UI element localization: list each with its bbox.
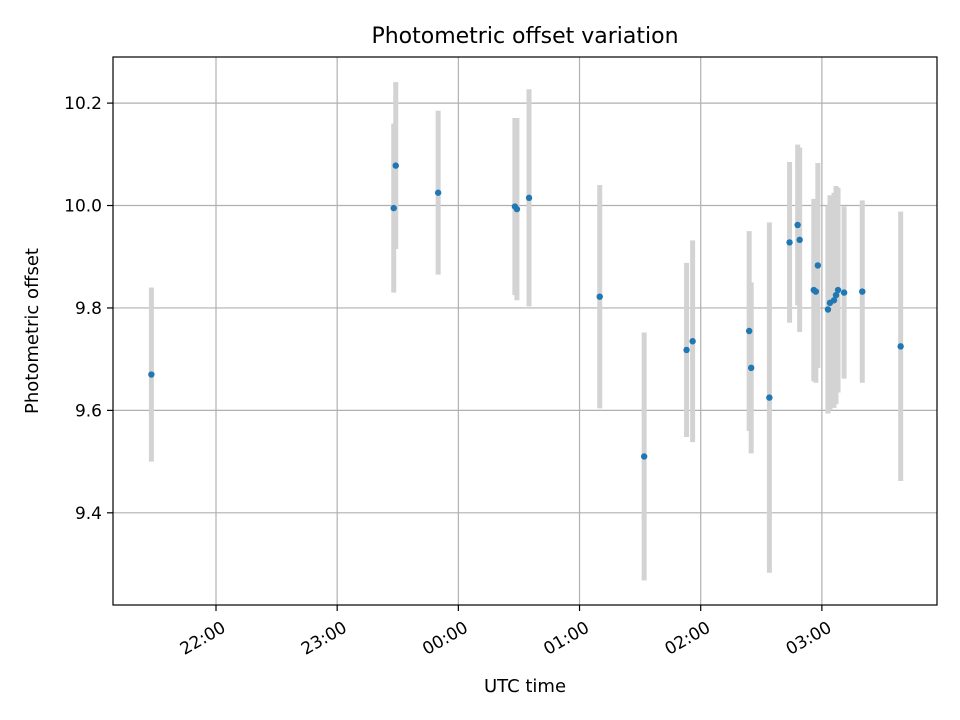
data-point	[832, 291, 840, 299]
y-tick-label: 10.0	[64, 197, 102, 217]
y-tick-label: 9.4	[75, 504, 102, 524]
x-tick-label: 22:00	[177, 618, 229, 660]
data-point	[148, 371, 155, 378]
y-tick-label: 9.8	[75, 299, 102, 319]
data-point	[830, 297, 838, 304]
data-point	[766, 394, 773, 401]
data-point	[640, 453, 648, 460]
data-point	[434, 189, 442, 196]
x-tick-label: 23:00	[298, 618, 350, 660]
data-point	[897, 343, 904, 350]
data-point	[513, 205, 521, 213]
data-point	[390, 204, 397, 212]
data-point	[689, 338, 696, 345]
data-point	[834, 286, 842, 294]
plot-frame	[112, 56, 938, 606]
data-point	[840, 289, 848, 296]
data-point	[859, 288, 866, 295]
data-points	[148, 162, 904, 460]
x-tick-label: 01:00	[540, 618, 592, 660]
y-tick-label: 9.6	[75, 401, 102, 421]
data-point	[814, 262, 822, 269]
data-point	[745, 327, 753, 335]
error-bars	[148, 82, 904, 581]
data-point	[683, 346, 690, 354]
y-axis-label: Photometric offset	[22, 248, 43, 414]
data-point	[796, 236, 803, 244]
axis-ticks: 22:00 23:00 00:00 01:00 02:00 03:00 9.4 9.6 9.8 1…	[64, 94, 835, 660]
data-point	[596, 293, 603, 300]
data-point	[794, 221, 801, 229]
data-point	[786, 239, 793, 246]
x-tick-label: 00:00	[419, 618, 471, 660]
data-point	[812, 288, 820, 295]
x-axis-label: UTC time	[484, 676, 566, 697]
data-point	[747, 364, 755, 372]
x-tick-label: 02:00	[662, 618, 714, 660]
chart-title: Photometric offset variation	[371, 24, 678, 49]
y-tick-label: 10.2	[64, 94, 102, 114]
x-tick-label: 03:00	[783, 618, 835, 660]
data-point	[824, 306, 832, 313]
data-point	[525, 194, 533, 202]
data-point	[392, 162, 399, 169]
